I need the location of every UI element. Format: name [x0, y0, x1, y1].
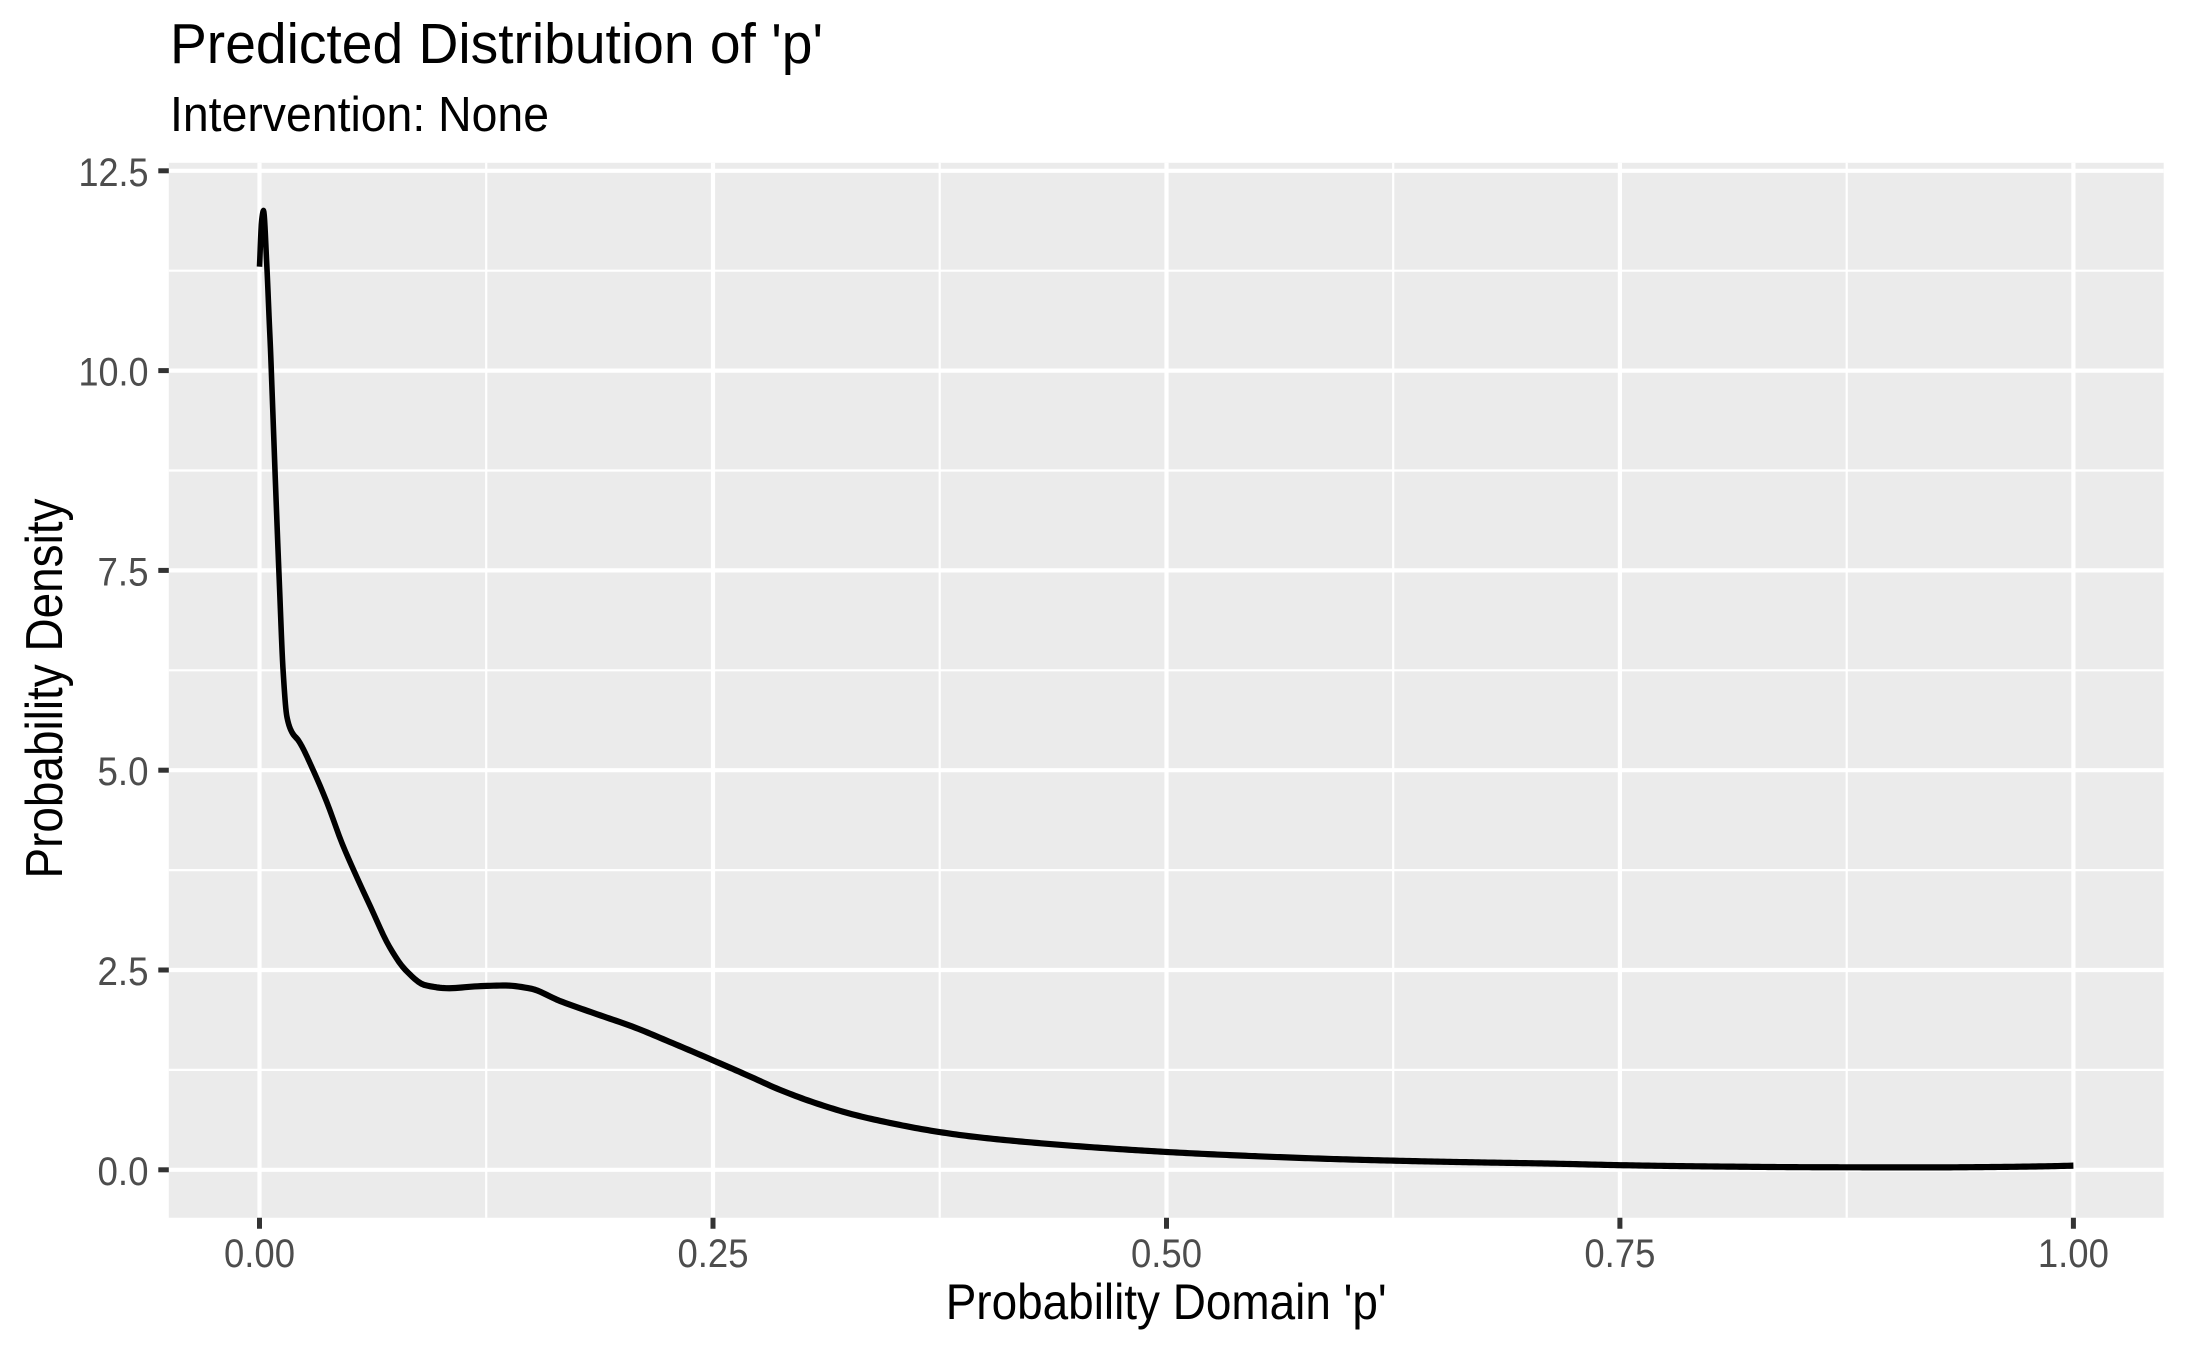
- svg-text:0.75: 0.75: [1584, 1232, 1655, 1276]
- svg-text:5.0: 5.0: [98, 750, 149, 794]
- svg-text:0.00: 0.00: [224, 1232, 295, 1276]
- svg-text:0.25: 0.25: [678, 1232, 749, 1276]
- svg-text:10.0: 10.0: [79, 351, 149, 395]
- svg-text:12.5: 12.5: [79, 151, 149, 195]
- svg-text:Intervention: None: Intervention: None: [170, 88, 549, 142]
- svg-text:1.00: 1.00: [2038, 1232, 2109, 1276]
- svg-text:7.5: 7.5: [98, 550, 149, 594]
- svg-text:Probability Density: Probability Density: [16, 499, 74, 879]
- svg-text:Probability Domain 'p': Probability Domain 'p': [946, 1274, 1387, 1330]
- svg-text:Predicted Distribution of 'p': Predicted Distribution of 'p': [170, 12, 823, 76]
- svg-text:0.0: 0.0: [98, 1150, 149, 1194]
- svg-text:0.50: 0.50: [1131, 1232, 1202, 1276]
- svg-text:2.5: 2.5: [98, 950, 149, 994]
